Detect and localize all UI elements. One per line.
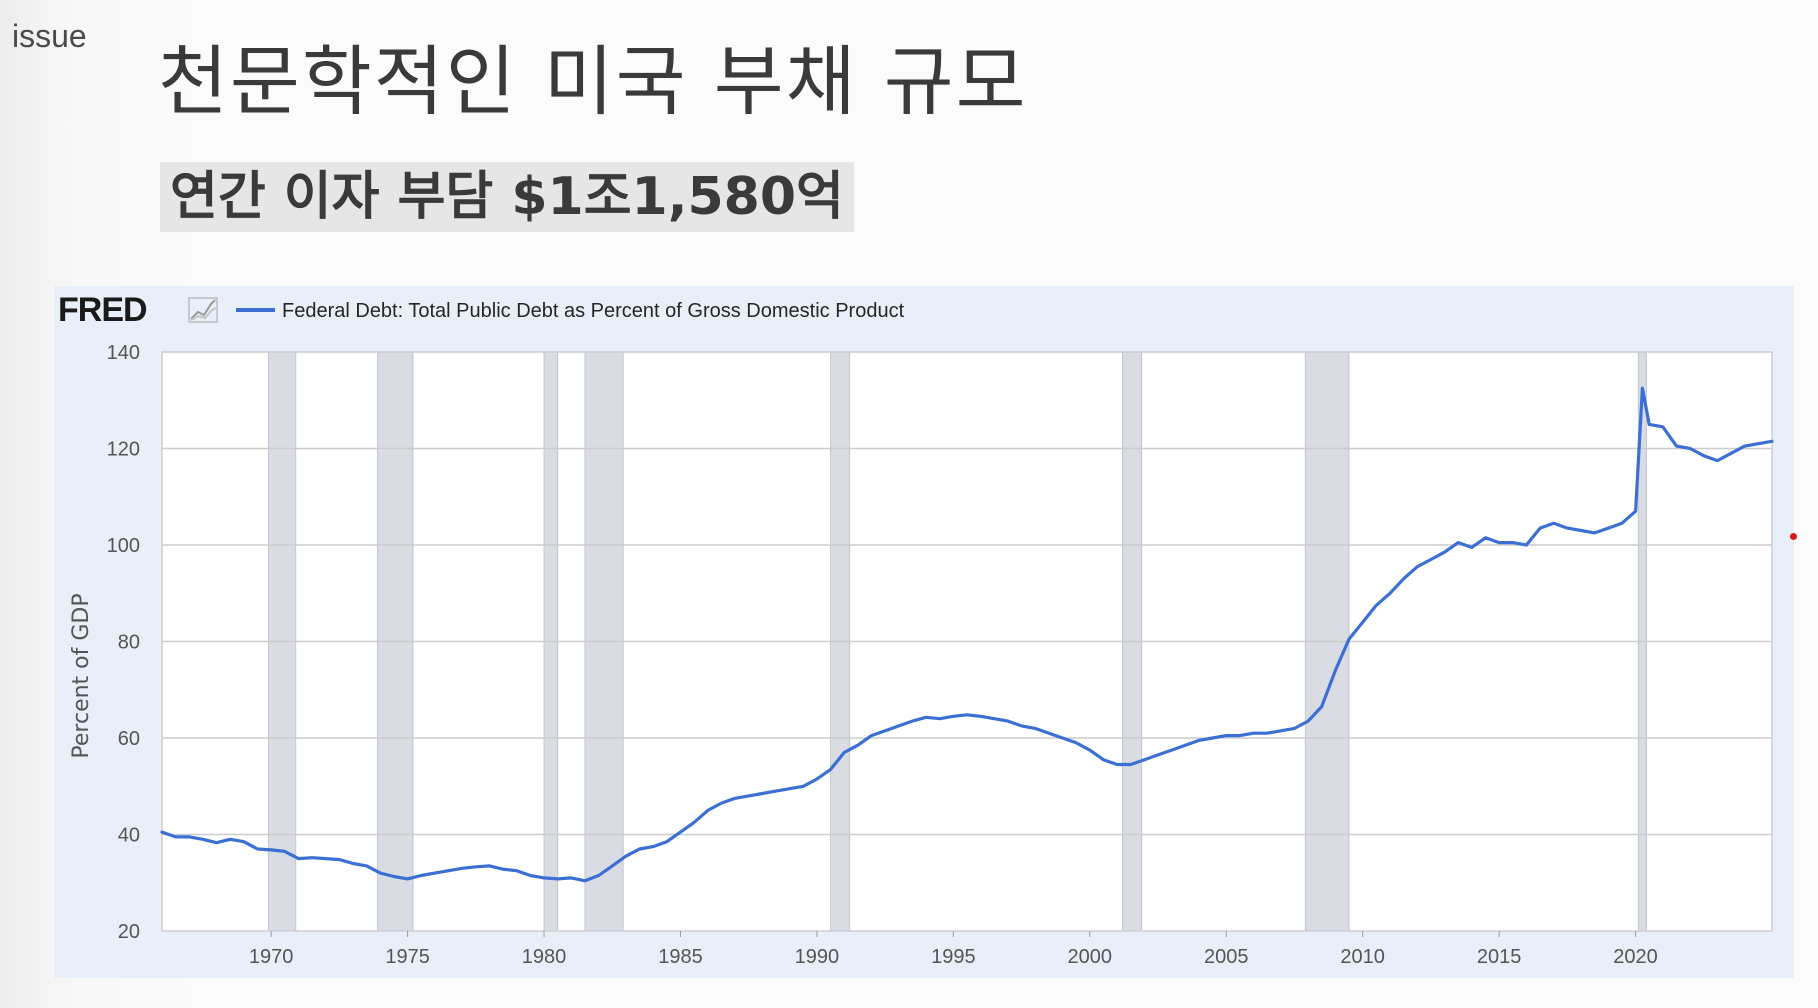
x-tick-label: 2015 [1477, 946, 1522, 968]
y-tick-label: 100 [107, 535, 140, 557]
fred-logo: FRED [58, 291, 147, 329]
interest-burden-subtitle: 연간 이자 부담 $1조1,580억 [160, 162, 854, 232]
x-tick-label: 2005 [1204, 946, 1249, 968]
y-tick-label: 60 [118, 728, 140, 750]
y-axis-label: Percent of GDP [69, 593, 94, 758]
x-tick-label: 1970 [249, 946, 294, 968]
slide-title: 천문학적인 미국 부채 규모 [158, 37, 1028, 126]
x-tick-label: 1985 [658, 946, 703, 968]
y-tick-label: 40 [118, 825, 140, 847]
x-tick-labels: 1970 1975 1980 1985 1990 1995 2000 2005 2010 2015… [249, 931, 1658, 968]
legend-label: Federal Debt: Total Public Debt as Perce… [282, 300, 905, 322]
x-tick-label: 1990 [795, 946, 840, 968]
debt-to-gdp-chart: FRED Federal Debt: Total Public Debt as … [58, 291, 1774, 968]
issue-tag: issue [12, 18, 87, 54]
fred-chart-icon [188, 297, 218, 323]
x-tick-label: 1975 [385, 946, 430, 968]
y-tick-labels: 20 40 60 80 100 120 140 [107, 342, 140, 943]
y-tick-label: 140 [107, 342, 140, 364]
debt-series-line [160, 386, 1774, 883]
y-tick-label: 80 [118, 632, 140, 654]
x-tick-label: 1980 [522, 946, 567, 968]
x-tick-label: 2010 [1340, 946, 1385, 968]
x-tick-label: 1995 [931, 946, 976, 968]
y-tick-label: 20 [118, 921, 140, 943]
gridlines [162, 351, 1772, 836]
x-tick-label: 2020 [1613, 946, 1658, 968]
fred-chart-panel: FRED Federal Debt: Total Public Debt as … [54, 286, 1794, 978]
pointer-dot [1790, 533, 1797, 540]
y-tick-label: 120 [107, 439, 140, 461]
x-tick-label: 2000 [1068, 946, 1113, 968]
